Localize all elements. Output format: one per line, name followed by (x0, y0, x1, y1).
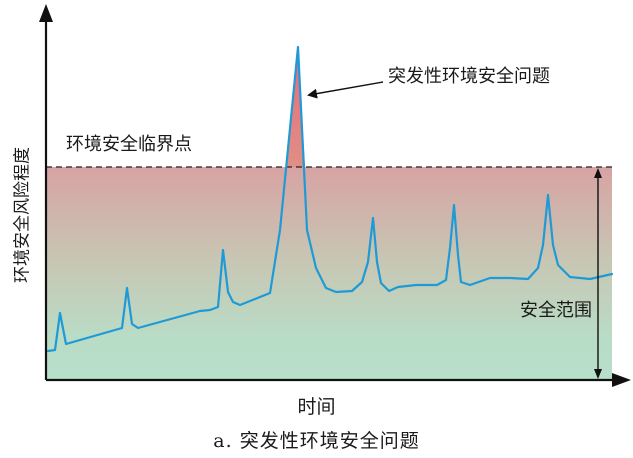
peak-pointer-arrow (307, 81, 384, 99)
peak-fill (287, 47, 305, 167)
y-axis-title-wrap: 环境安全风险程度 (6, 120, 34, 310)
x-axis-arrow (612, 373, 631, 387)
range-label: 安全范围 (520, 300, 592, 321)
threshold-label: 环境安全临界点 (66, 134, 192, 155)
y-axis-arrow (39, 4, 53, 22)
safe-range-arrow-bottom (594, 369, 602, 379)
safe-region-fill (46, 167, 612, 380)
y-axis-title: 环境安全风险程度 (12, 147, 33, 283)
peak-label: 突发性环境安全问题 (388, 66, 550, 87)
safe-range-arrow-top (594, 168, 602, 178)
x-axis-title: 时间 (297, 396, 336, 418)
figure-caption: a. 突发性环境安全问题 (213, 430, 420, 452)
risk-series-line (46, 45, 614, 353)
